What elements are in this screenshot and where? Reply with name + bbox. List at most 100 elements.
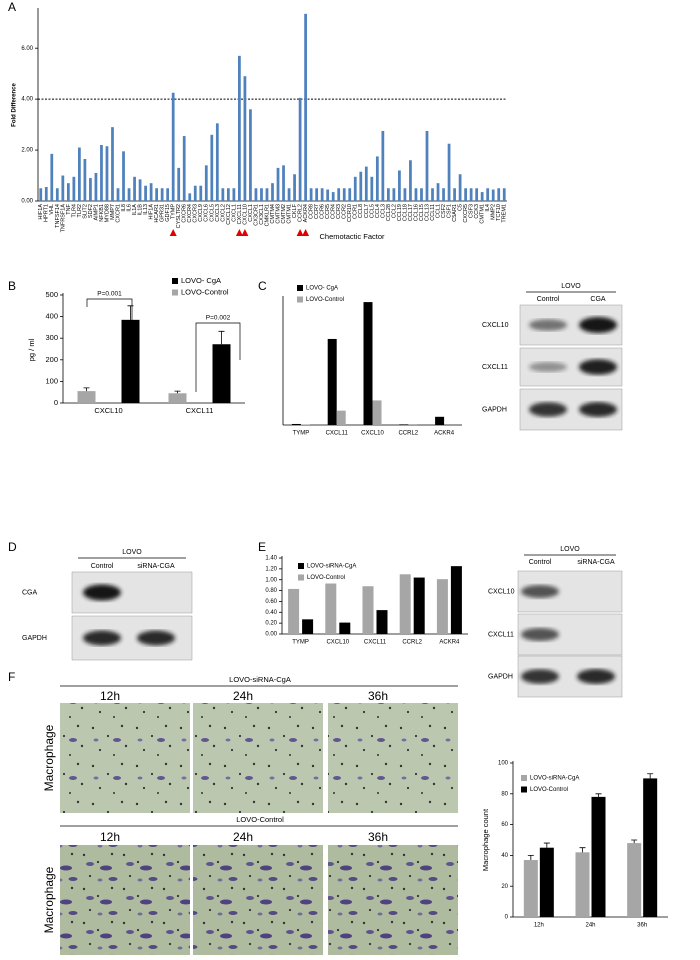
y-tick-label: 6.00 <box>21 46 33 52</box>
x-tick-label: CCL18 <box>402 204 408 221</box>
row-label: CXCL10 <box>482 322 509 329</box>
bar <box>359 171 363 201</box>
x-tick-label: CXCR1 <box>115 204 121 223</box>
bar <box>447 143 451 201</box>
blot-band <box>521 585 559 598</box>
x-tick-label: CCL28 <box>386 204 392 221</box>
bar <box>502 188 506 201</box>
bar <box>72 176 76 201</box>
x-tick-label: CCL2 <box>391 204 397 218</box>
x-tick-label: HCAR1 <box>154 204 160 223</box>
bar <box>254 188 258 201</box>
blot-band <box>579 317 617 333</box>
bar <box>453 188 456 201</box>
row-label: GAPDH <box>22 635 47 642</box>
lane-label: Control <box>529 559 552 566</box>
x-tick-label: IL6 <box>126 204 132 212</box>
bar <box>188 193 192 201</box>
bar <box>111 127 114 201</box>
x-tick-label: CCK3 <box>474 204 480 219</box>
bar <box>288 588 300 634</box>
bar <box>337 188 341 201</box>
blot-band <box>579 359 617 375</box>
bar <box>144 185 147 201</box>
bar <box>372 400 382 425</box>
x-tick-label: CMTM3 <box>275 204 281 224</box>
y-tick-label: 0 <box>505 915 509 921</box>
row-label: CXCL11 <box>482 364 508 371</box>
x-tick-label: GDF15 <box>165 204 171 222</box>
y-axis-label: Macrophage count <box>481 808 490 871</box>
y-tick-label: 0.00 <box>21 199 33 205</box>
bar <box>364 166 368 201</box>
x-tick-label: TYMP <box>293 431 310 437</box>
bar <box>226 188 230 201</box>
error-bar <box>174 390 181 394</box>
x-tick-label: CCR1 <box>353 204 359 219</box>
p-value: P=0.002 <box>206 315 231 322</box>
bar <box>177 167 181 201</box>
bar <box>149 183 153 201</box>
bar <box>77 391 96 403</box>
x-tick-label: CCL13 <box>424 204 430 221</box>
bar <box>44 186 48 201</box>
bar <box>353 176 357 201</box>
x-tick-label: ACKR4 <box>303 204 309 222</box>
bar <box>436 579 448 634</box>
blot-band <box>577 669 615 684</box>
legend-swatch <box>297 285 303 291</box>
y-tick-label: 100 <box>45 376 58 385</box>
x-tick-label: CXCR5 <box>463 204 469 223</box>
y-tick-label: 200 <box>45 355 58 364</box>
bar <box>238 55 241 202</box>
bar <box>298 97 302 201</box>
x-tick-label: CSF1 <box>447 204 453 218</box>
x-tick-label: CCR8 <box>309 204 315 219</box>
x-tick-label: CSF3 <box>469 204 475 218</box>
bar <box>398 170 401 201</box>
bar <box>243 76 247 201</box>
x-tick-label: CX3CL1 <box>259 204 265 225</box>
error-bar <box>527 855 534 861</box>
micrograph-group-label: LOVO-Control <box>236 815 284 824</box>
x-tick-label: CCRL2 <box>402 640 422 646</box>
x-tick-label: NFKB1 <box>99 204 105 222</box>
x-tick-label: CXCR3 <box>193 204 199 223</box>
time-label: 12h <box>100 830 120 844</box>
x-tick-label: MMP2 <box>491 204 497 220</box>
panel-label: A <box>8 0 16 14</box>
blot-group-label: LOVO <box>122 549 142 556</box>
y-tick-label: 40 <box>501 853 508 859</box>
bar <box>413 577 425 634</box>
blot-band <box>137 630 175 646</box>
x-tick-label: IL1A <box>132 204 138 216</box>
micrograph <box>328 703 458 813</box>
error-bar <box>543 842 550 848</box>
blot-band <box>529 402 567 417</box>
x-tick-label: TYMP <box>171 204 177 220</box>
x-tick-label: CYSLTR2 <box>176 204 182 228</box>
micrograph-group-label: LOVO-siRNA-CgA <box>229 675 291 684</box>
blot-group-label: LOVO <box>560 546 580 553</box>
bar <box>399 574 411 634</box>
x-tick-label: SDF2 <box>88 204 94 218</box>
x-tick-label: CCL8 <box>358 204 364 218</box>
bar <box>326 189 330 201</box>
y-tick-label: 0.60 <box>265 599 277 605</box>
error-bar <box>83 387 90 392</box>
bar <box>627 843 642 917</box>
arrow-marker <box>169 229 177 236</box>
blot-band <box>83 630 121 646</box>
bar <box>287 188 291 201</box>
x-tick-label: CCL16 <box>413 204 419 221</box>
y-tick-label: 400 <box>45 312 58 321</box>
x-tick-label: ACKR4 <box>434 431 455 437</box>
micrograph <box>193 703 323 813</box>
bar <box>221 188 225 201</box>
x-tick-label: CXCL1 <box>231 204 237 222</box>
bar <box>302 619 314 634</box>
error-bar <box>218 330 225 345</box>
bar <box>309 188 313 201</box>
arrow-marker <box>296 229 304 236</box>
x-tick-label: CXCL5 <box>209 204 215 222</box>
